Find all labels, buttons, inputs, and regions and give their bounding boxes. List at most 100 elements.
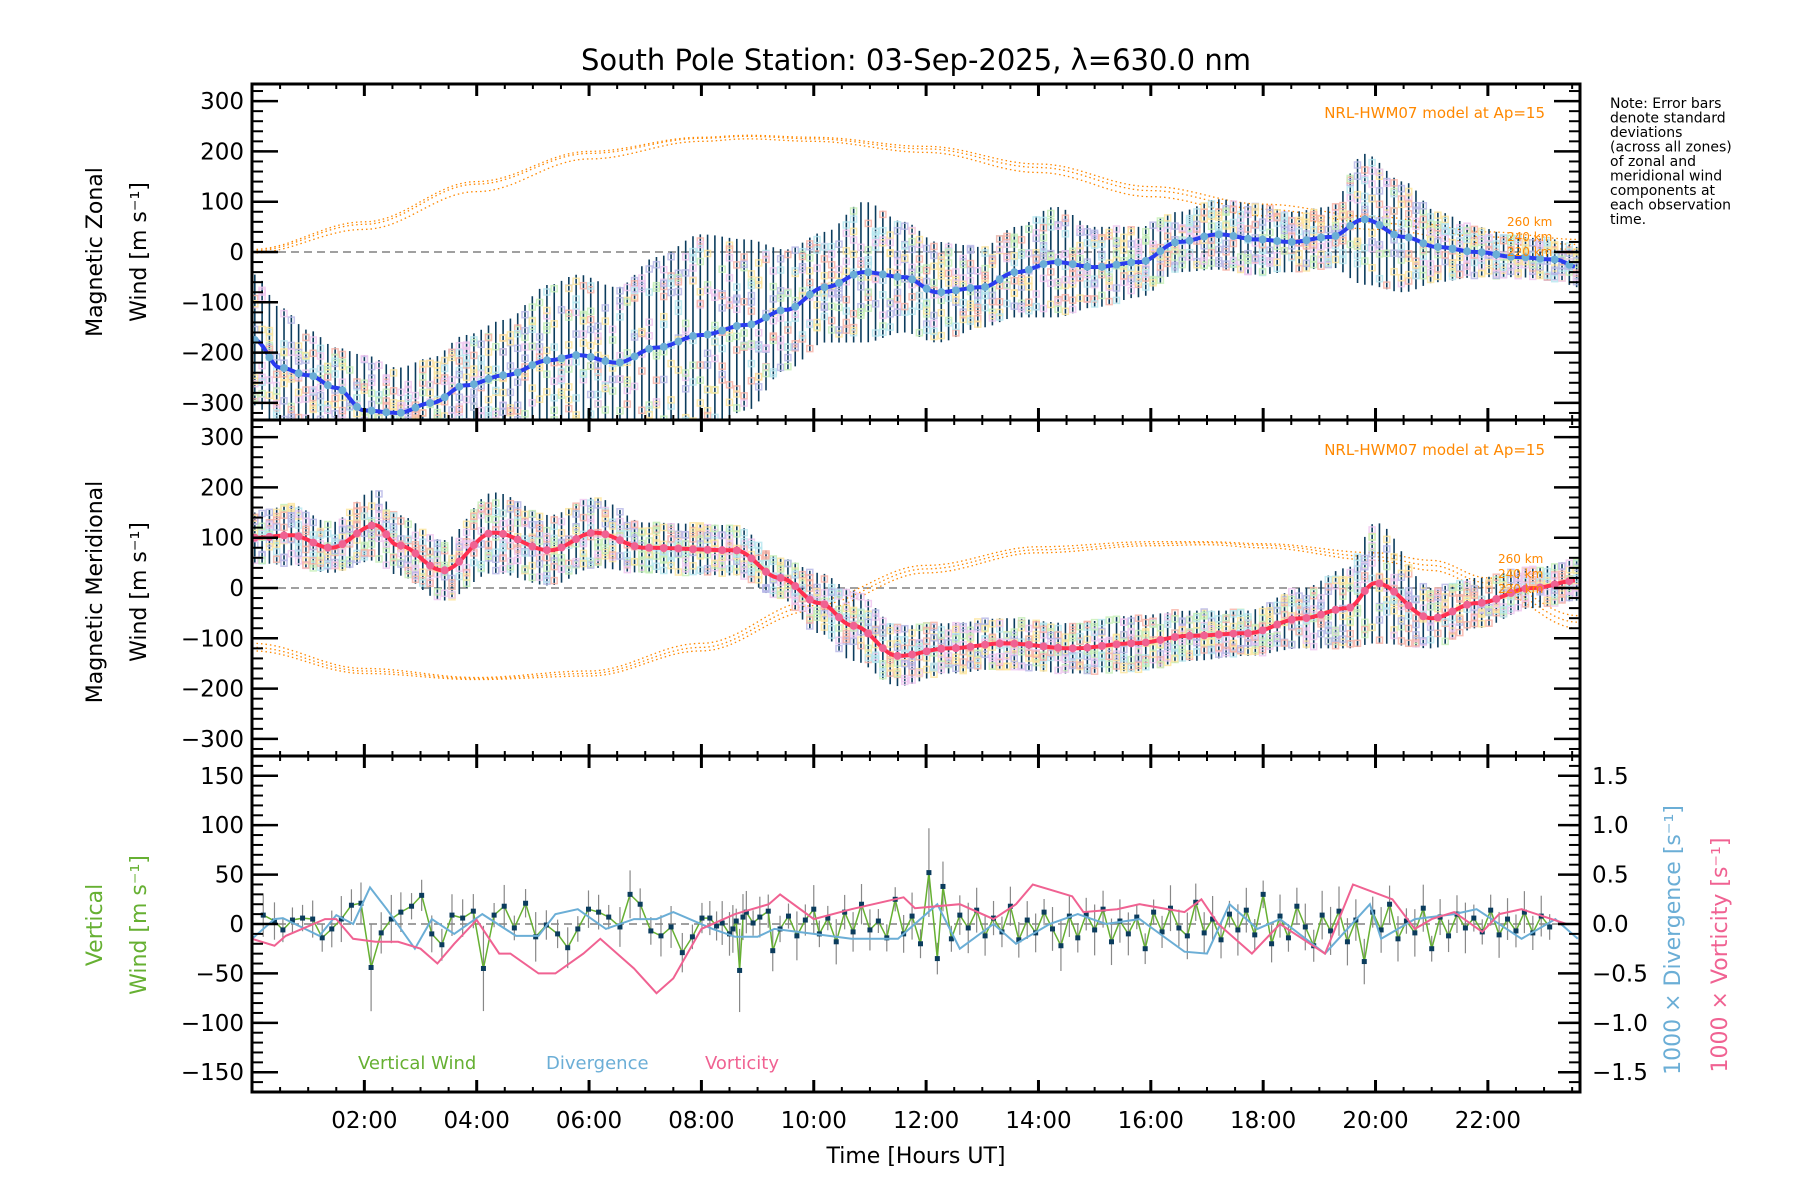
zone-sample xyxy=(389,399,398,407)
vertical-wind-point xyxy=(429,931,435,937)
zone-sample xyxy=(411,391,420,400)
zone-sample xyxy=(974,266,982,275)
mean-marker xyxy=(659,544,668,553)
vertical-wind-point xyxy=(460,915,466,921)
zone-sample xyxy=(1061,655,1070,663)
zone-sample xyxy=(484,502,493,510)
mean-marker xyxy=(469,380,478,389)
zone-sample xyxy=(849,215,858,223)
zone-sample xyxy=(550,320,558,328)
zone-sample xyxy=(1010,276,1019,285)
zone-sample xyxy=(646,423,652,429)
zone-sample xyxy=(769,282,778,291)
vertical-wind-point xyxy=(1277,913,1283,919)
zone-sample xyxy=(382,540,391,548)
zone-sample xyxy=(703,531,712,540)
zone-sample xyxy=(1134,238,1143,247)
zone-sample xyxy=(995,308,1004,317)
zone-sample xyxy=(331,561,339,569)
zone-sample xyxy=(522,425,528,431)
zone-sample xyxy=(842,229,851,237)
zone-sample xyxy=(791,562,799,571)
zone-sample xyxy=(405,429,411,435)
zone-sample xyxy=(1521,246,1530,255)
zone-sample xyxy=(1463,255,1471,263)
zone-sample xyxy=(1419,215,1428,224)
zone-sample xyxy=(426,569,434,577)
zone-sample xyxy=(550,284,558,293)
zone-sample xyxy=(827,271,836,279)
mean-marker xyxy=(791,582,800,591)
zone-sample xyxy=(1076,622,1084,631)
zone-sample xyxy=(426,547,434,556)
zone-sample xyxy=(521,343,529,351)
zone-sample xyxy=(652,534,661,542)
zone-sample xyxy=(383,427,389,433)
zone-sample xyxy=(338,559,347,568)
mean-marker xyxy=(674,544,683,553)
mean-marker xyxy=(499,371,508,380)
zone-sample xyxy=(966,244,975,253)
zone-sample xyxy=(601,546,610,555)
zone-sample xyxy=(901,242,909,250)
zone-sample xyxy=(725,539,734,548)
zone-sample xyxy=(1061,293,1070,302)
zone-sample xyxy=(1346,584,1354,592)
zone-sample xyxy=(1047,209,1055,218)
mean-marker xyxy=(1492,594,1501,603)
zone-sample xyxy=(886,249,894,258)
zone-sample xyxy=(1039,233,1048,242)
zone-sample xyxy=(1309,588,1318,597)
vertical-wind-point xyxy=(606,914,612,920)
zone-sample xyxy=(901,636,909,644)
zone-sample xyxy=(1339,201,1347,210)
zone-sample xyxy=(1361,630,1369,639)
zone-sample xyxy=(1295,216,1303,225)
mean-marker xyxy=(1287,615,1296,624)
zone-sample xyxy=(594,501,602,509)
vertical-wind-point xyxy=(730,926,736,932)
mean-marker xyxy=(367,406,376,415)
zone-sample xyxy=(383,432,389,438)
zone-sample xyxy=(1098,627,1106,636)
zone-sample xyxy=(375,361,383,369)
zone-sample xyxy=(551,422,557,428)
zone-sample xyxy=(347,435,353,441)
zone-sample xyxy=(1412,206,1420,214)
zone-sample xyxy=(528,520,537,529)
zone-sample xyxy=(638,551,646,559)
zone-sample xyxy=(1098,253,1106,261)
zone-sample xyxy=(1383,218,1391,227)
vertical-wind-point xyxy=(679,950,685,956)
zone-sample xyxy=(725,398,734,407)
zone-sample xyxy=(681,369,690,377)
vertical-wind-point xyxy=(491,912,497,918)
zone-sample xyxy=(827,289,836,297)
zone-sample xyxy=(893,659,902,667)
zone-sample xyxy=(820,271,829,280)
zone-sample xyxy=(557,553,566,562)
mean-marker xyxy=(294,369,303,378)
zone-sample xyxy=(1514,269,1522,277)
zone-sample xyxy=(1397,573,1406,581)
zone-sample xyxy=(1477,269,1486,277)
zone-sample xyxy=(1171,654,1179,663)
zone-sample xyxy=(842,247,851,255)
zone-sample xyxy=(1273,606,1281,615)
zone-sample xyxy=(1200,623,1208,631)
zone-sample xyxy=(922,326,931,334)
zone-sample xyxy=(893,643,902,652)
zone-sample xyxy=(1120,240,1128,249)
zone-sample xyxy=(1383,596,1391,604)
zone-sample xyxy=(616,407,624,415)
zone-sample xyxy=(1412,639,1420,647)
vertical-wind-point xyxy=(470,908,476,914)
y-tick-label: 300 xyxy=(200,425,244,451)
zone-sample xyxy=(857,283,865,291)
mean-marker xyxy=(1360,586,1369,595)
zone-sample xyxy=(1317,242,1325,251)
zone-sample xyxy=(513,508,522,517)
zone-sample xyxy=(849,207,858,215)
zone-sample xyxy=(470,558,478,567)
zone-sample xyxy=(1185,248,1194,257)
